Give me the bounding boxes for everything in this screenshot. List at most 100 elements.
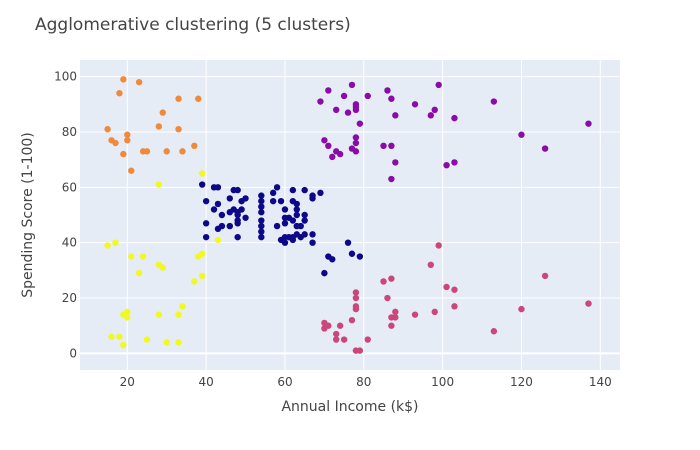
- data-point-cluster-5: [490, 328, 498, 335]
- data-points: [104, 76, 592, 354]
- data-point-cluster-5: [518, 305, 525, 313]
- data-point-cluster-2: [198, 272, 206, 280]
- grid-lines: [80, 60, 620, 370]
- data-point-cluster-4: [427, 112, 435, 119]
- data-point-cluster-2: [128, 253, 135, 260]
- data-point-cluster-3: [210, 206, 218, 213]
- data-point-cluster-3: [226, 222, 233, 230]
- data-point-cluster-3: [258, 217, 265, 224]
- data-point-cluster-1: [128, 167, 135, 174]
- data-point-cluster-3: [242, 195, 249, 202]
- data-point-cluster-4: [380, 142, 387, 150]
- data-point-cluster-4: [411, 101, 419, 108]
- data-point-cluster-5: [451, 286, 458, 293]
- data-point-cluster-1: [195, 95, 202, 102]
- data-point-cluster-3: [258, 209, 265, 216]
- data-point-cluster-4: [518, 131, 525, 138]
- data-point-cluster-4: [541, 145, 549, 152]
- data-point-cluster-3: [258, 228, 265, 235]
- data-point-cluster-3: [348, 250, 356, 257]
- data-point-cluster-3: [301, 231, 308, 238]
- data-point-cluster-4: [325, 87, 332, 94]
- data-point-cluster-1: [175, 95, 182, 102]
- data-point-cluster-3: [301, 186, 308, 194]
- data-point-cluster-2: [108, 333, 115, 340]
- data-point-cluster-3: [289, 217, 297, 224]
- plot-area: [80, 60, 620, 370]
- data-point-cluster-3: [344, 239, 352, 246]
- data-point-cluster-2: [124, 308, 131, 316]
- data-point-cluster-1: [124, 137, 131, 144]
- data-point-cluster-2: [175, 311, 182, 318]
- data-point-cluster-5: [333, 336, 340, 343]
- x-tick-label: 80: [356, 375, 371, 389]
- data-point-cluster-2: [104, 242, 111, 249]
- data-point-cluster-2: [120, 341, 127, 349]
- data-point-cluster-2: [191, 278, 198, 285]
- data-point-cluster-4: [431, 106, 438, 114]
- data-point-cluster-1: [159, 109, 166, 116]
- data-point-cluster-4: [451, 114, 458, 122]
- data-point-cluster-4: [344, 109, 352, 116]
- data-point-cluster-1: [120, 150, 127, 158]
- data-point-cluster-5: [585, 300, 592, 307]
- data-point-cluster-4: [388, 175, 395, 183]
- data-point-cluster-3: [317, 189, 324, 197]
- data-point-cluster-4: [348, 81, 356, 89]
- data-point-cluster-3: [234, 233, 241, 241]
- data-point-cluster-3: [281, 239, 289, 246]
- y-tick-label: 80: [62, 125, 77, 139]
- data-point-cluster-4: [352, 106, 360, 114]
- data-point-cluster-5: [356, 347, 364, 354]
- data-point-cluster-3: [242, 214, 249, 221]
- data-point-cluster-3: [214, 184, 222, 191]
- data-point-cluster-4: [333, 106, 340, 114]
- data-point-cluster-3: [238, 206, 245, 213]
- data-point-cluster-5: [325, 322, 332, 329]
- data-point-cluster-2: [155, 311, 163, 318]
- data-point-cluster-5: [336, 322, 344, 329]
- data-point-cluster-5: [352, 294, 360, 302]
- data-point-cluster-3: [234, 211, 241, 219]
- data-point-cluster-4: [356, 120, 364, 127]
- data-point-cluster-1: [155, 123, 163, 130]
- data-point-cluster-1: [175, 125, 182, 133]
- y-tick-label: 0: [69, 346, 77, 360]
- data-point-cluster-3: [309, 231, 316, 238]
- data-point-cluster-2: [179, 303, 186, 310]
- data-point-cluster-4: [388, 95, 395, 102]
- data-point-cluster-5: [388, 275, 395, 282]
- data-point-cluster-3: [218, 211, 226, 219]
- data-point-cluster-2: [198, 170, 206, 177]
- x-tick-label: 20: [120, 375, 135, 389]
- x-tick-label: 40: [198, 375, 213, 389]
- data-point-cluster-3: [293, 211, 300, 219]
- data-point-cluster-5: [431, 308, 438, 316]
- data-point-cluster-5: [352, 305, 360, 313]
- data-point-cluster-3: [202, 220, 210, 227]
- y-tick-label: 40: [62, 236, 77, 250]
- chart-title: Agglomerative clustering (5 clusters): [35, 15, 351, 35]
- data-point-cluster-4: [490, 98, 498, 105]
- data-point-cluster-3: [258, 203, 265, 210]
- data-point-cluster-3: [321, 269, 328, 277]
- data-point-cluster-4: [336, 150, 344, 158]
- data-point-cluster-3: [226, 195, 233, 202]
- data-point-cluster-5: [435, 242, 442, 249]
- data-point-cluster-5: [348, 316, 356, 324]
- data-point-cluster-2: [139, 253, 147, 260]
- data-point-cluster-5: [451, 303, 458, 310]
- data-point-cluster-1: [124, 131, 131, 138]
- data-point-cluster-5: [392, 314, 399, 321]
- data-point-cluster-2: [143, 336, 151, 343]
- data-point-cluster-4: [443, 161, 450, 169]
- data-point-cluster-3: [309, 239, 316, 246]
- x-tick-label: 100: [431, 375, 454, 389]
- data-point-cluster-5: [443, 283, 450, 291]
- data-point-cluster-4: [340, 92, 348, 100]
- data-point-cluster-3: [273, 184, 281, 191]
- data-point-cluster-5: [392, 308, 399, 316]
- y-tick-label: 60: [62, 180, 77, 194]
- data-point-cluster-3: [297, 222, 304, 230]
